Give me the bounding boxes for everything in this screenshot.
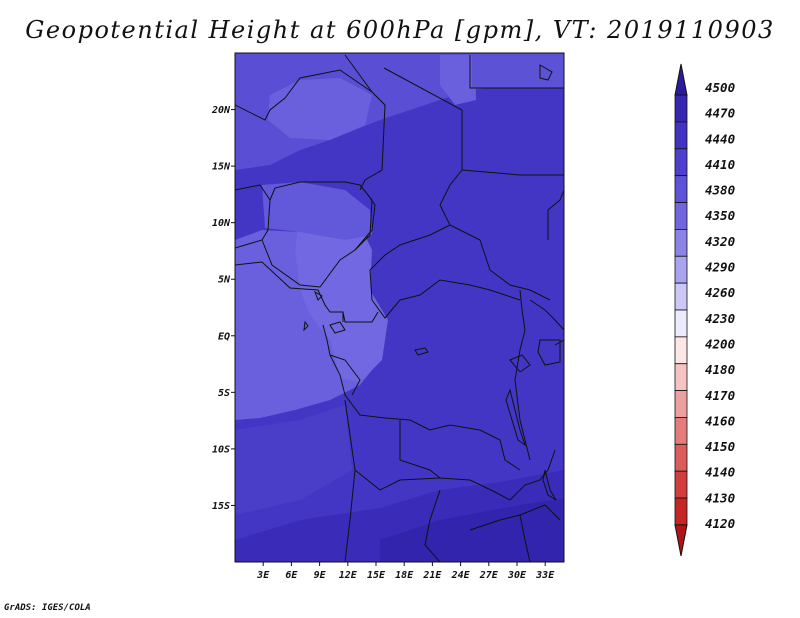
colorbar-swatch: [674, 121, 688, 150]
colorbar-label: 4470: [705, 106, 735, 121]
grads-credit: GrADS: IGES/COLA: [4, 603, 91, 613]
lon-tick-label: 6E: [285, 570, 298, 581]
colorbar-swatch: [674, 175, 688, 203]
colorbar-swatch: [674, 390, 688, 418]
lon-tick-label: 15E: [367, 570, 386, 581]
colorbar-bottom-arrow: [674, 524, 688, 557]
colorbar-label: 4320: [705, 234, 735, 249]
colorbar-swatch: [674, 363, 688, 391]
colorbar: 4500 4470 4440 4410 4380 4350 4320 4290 4260 4230…: [674, 63, 735, 557]
lat-tick-label: 20N: [211, 105, 231, 116]
colorbar-label: 4410: [705, 157, 735, 172]
colorbar-swatch: [674, 336, 688, 365]
lon-tick-label: 33E: [535, 570, 555, 581]
map-title: Geopotential Height at 600hPa [gpm], VT:…: [25, 16, 775, 44]
lat-tick-label: 15S: [212, 501, 230, 512]
lat-tick-label: 5N: [218, 275, 231, 286]
lon-tick-label: 24E: [451, 570, 471, 581]
field-north-patch: [268, 78, 372, 140]
colorbar-swatch: [674, 282, 688, 311]
country-borders: [235, 54, 564, 562]
colorbar-label: 4130: [705, 490, 735, 505]
lon-tick-label: 30E: [507, 570, 527, 581]
colorbar-label: 4350: [705, 208, 735, 223]
colorbar-swatch: [674, 497, 688, 526]
colorbar-label: 4230: [705, 311, 735, 326]
field-congo-low: [295, 210, 388, 382]
map-panel: [235, 53, 564, 562]
longitude-axis: 3E 6E 9E 12E 15E 18E 21E 24E 27E 30E 33E: [256, 562, 555, 581]
colorbar-swatch: [674, 202, 688, 230]
field-westafrica-low: [262, 182, 372, 240]
lon-tick-label: 21E: [422, 570, 442, 581]
lat-tick-label: EQ: [218, 331, 230, 342]
lon-tick-label: 18E: [395, 570, 414, 581]
lakes: [303, 64, 561, 501]
colorbar-swatch: [674, 229, 688, 257]
colorbar-label: 4200: [705, 336, 735, 351]
colorbar-swatch: [674, 148, 688, 177]
colorbar-swatch: [674, 443, 688, 472]
field-northeast-low: [472, 55, 564, 88]
colorbar-label: 4150: [705, 439, 735, 454]
colorbar-swatch: [674, 417, 688, 445]
colorbar-label: 4160: [705, 413, 735, 428]
colorbar-label: 4170: [705, 388, 735, 403]
colorbar-swatch: [674, 470, 688, 499]
lon-tick-label: 27E: [479, 570, 499, 581]
colorbar-label: 4440: [705, 131, 735, 146]
colorbar-top-arrow: [674, 63, 688, 96]
colorbar-label: 4180: [705, 362, 735, 377]
colorbar-label: 4120: [705, 516, 735, 531]
lon-tick-label: 12E: [339, 570, 358, 581]
colorbar-label: 4140: [705, 465, 735, 480]
field-northeast-patch: [440, 55, 476, 105]
lat-tick-label: 5S: [218, 388, 230, 399]
colorbar-swatch: [674, 255, 688, 284]
colorbar-swatch: [674, 94, 688, 123]
colorbar-swatch: [674, 309, 688, 338]
lon-tick-label: 9E: [314, 570, 327, 581]
lat-tick-label: 10S: [212, 444, 230, 455]
map-frame: [234, 52, 565, 563]
latitude-axis: 20N 15N 10N 5N EQ 5S 10S 15S: [211, 105, 235, 512]
lat-tick-label: 15N: [212, 162, 231, 173]
colorbar-label: 4500: [705, 80, 735, 95]
colorbar-label: 4380: [705, 183, 735, 198]
lat-tick-label: 10N: [212, 218, 231, 229]
lon-tick-label: 3E: [256, 570, 270, 581]
colorbar-label: 4290: [705, 260, 735, 275]
colorbar-label: 4260: [705, 285, 735, 300]
field-southwest-mid: [235, 405, 352, 515]
